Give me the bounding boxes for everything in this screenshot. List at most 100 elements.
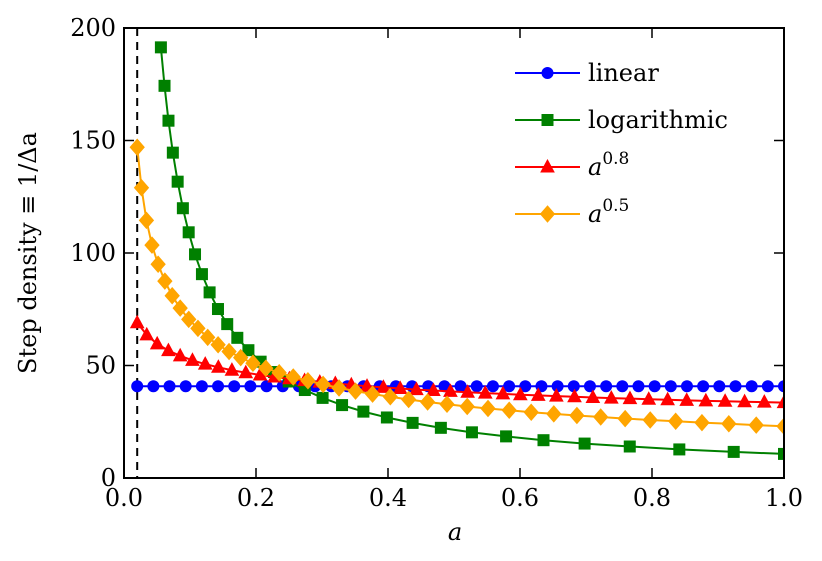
- marker: [434, 421, 447, 434]
- marker: [419, 393, 436, 411]
- marker: [673, 443, 686, 456]
- marker: [426, 382, 441, 396]
- marker: [409, 381, 424, 396]
- marker: [694, 413, 710, 432]
- marker: [245, 354, 261, 373]
- marker: [617, 409, 633, 428]
- x-tick-label: 0.4: [369, 484, 407, 512]
- marker: [162, 114, 175, 127]
- marker: [642, 411, 658, 429]
- marker: [454, 380, 467, 393]
- marker: [632, 380, 645, 393]
- marker: [210, 336, 226, 354]
- marker: [176, 202, 189, 215]
- marker: [179, 380, 192, 393]
- marker: [668, 412, 684, 431]
- marker: [182, 226, 195, 239]
- marker: [593, 408, 609, 426]
- marker: [541, 114, 554, 126]
- marker: [512, 386, 528, 401]
- marker: [459, 397, 475, 416]
- marker: [172, 299, 188, 317]
- marker: [523, 403, 539, 422]
- marker: [228, 380, 241, 393]
- marker: [238, 364, 254, 379]
- marker: [697, 380, 710, 393]
- marker: [567, 388, 582, 403]
- marker: [166, 146, 179, 159]
- legend-label: a0.5: [588, 196, 629, 228]
- marker: [195, 268, 208, 281]
- marker: [698, 392, 714, 407]
- marker: [551, 380, 564, 393]
- series: [131, 380, 784, 393]
- marker: [406, 416, 419, 429]
- marker: [336, 399, 349, 412]
- marker: [480, 399, 496, 418]
- marker: [679, 392, 695, 406]
- marker: [147, 380, 160, 393]
- y-tick-label: 50: [85, 352, 116, 380]
- marker: [315, 375, 331, 394]
- marker: [745, 380, 758, 393]
- marker: [622, 390, 638, 405]
- marker: [439, 395, 455, 413]
- marker: [392, 380, 408, 394]
- marker: [537, 434, 550, 447]
- marker: [778, 447, 784, 460]
- legend-label: logarithmic: [588, 106, 728, 134]
- marker: [171, 175, 184, 188]
- marker: [567, 380, 580, 393]
- legend-label: a0.8: [588, 149, 629, 181]
- marker: [271, 363, 287, 382]
- marker: [195, 380, 208, 393]
- marker: [189, 248, 202, 261]
- marker: [600, 380, 613, 393]
- marker: [583, 380, 596, 393]
- marker: [717, 393, 733, 407]
- marker: [460, 384, 476, 398]
- marker: [503, 380, 516, 393]
- marker: [157, 272, 173, 290]
- marker: [737, 393, 752, 408]
- marker: [163, 380, 176, 393]
- marker: [530, 387, 546, 401]
- x-tick-label: 1.0: [765, 484, 803, 512]
- marker: [664, 380, 677, 393]
- x-tick-label: 0.8: [633, 484, 671, 512]
- marker: [540, 158, 555, 173]
- marker: [376, 379, 391, 393]
- marker: [578, 437, 591, 450]
- marker: [331, 379, 347, 397]
- marker: [231, 331, 244, 344]
- marker: [776, 394, 784, 409]
- y-tick-label: 150: [70, 127, 116, 155]
- marker: [285, 368, 301, 386]
- marker: [221, 318, 234, 331]
- marker: [185, 352, 200, 366]
- marker: [465, 426, 478, 439]
- marker: [133, 178, 150, 197]
- x-tick-label: 0.6: [501, 484, 539, 512]
- x-tick-label: 0.0: [105, 484, 143, 512]
- marker: [211, 359, 226, 373]
- marker: [221, 342, 237, 361]
- marker: [569, 406, 585, 425]
- marker: [623, 440, 636, 453]
- marker: [727, 445, 740, 458]
- marker: [357, 405, 370, 418]
- marker: [190, 319, 206, 338]
- marker: [604, 390, 619, 404]
- marker: [197, 356, 213, 370]
- marker: [380, 411, 393, 424]
- marker: [539, 205, 556, 223]
- marker: [585, 389, 601, 403]
- marker: [158, 79, 171, 92]
- marker: [139, 326, 155, 341]
- marker: [364, 385, 381, 403]
- marker: [756, 394, 772, 408]
- legend-label: linear: [588, 59, 659, 87]
- x-axis-label: a: [448, 518, 462, 546]
- marker: [477, 385, 493, 399]
